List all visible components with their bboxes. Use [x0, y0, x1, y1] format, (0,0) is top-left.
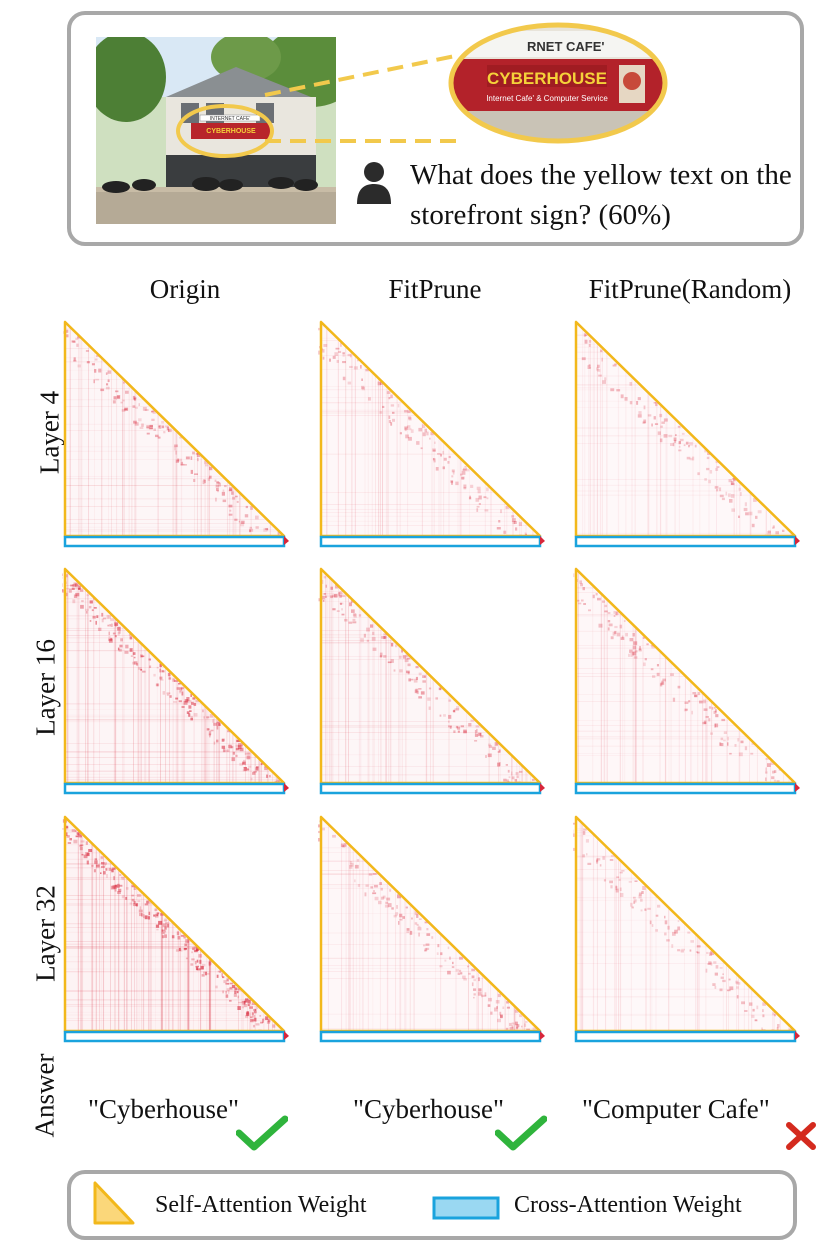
answer-fitprune-random: "Computer Cafe": [582, 1094, 770, 1124]
zoom-top-text: RNET CAFE': [527, 39, 604, 54]
column-header-fitprune: FitPrune: [388, 274, 482, 304]
column-header-fitprune-random: FitPrune(Random): [588, 274, 792, 304]
check-icon: [236, 1115, 288, 1151]
self-attention-legend-label: Self-Attention Weight: [155, 1192, 367, 1218]
attention-map-layer32-fitprune-random: [573, 815, 800, 1043]
column-header-origin: Origin: [149, 274, 221, 304]
attention-map-layer32-fitprune: [318, 815, 545, 1043]
attention-map-layer16-fitprune: [318, 567, 545, 795]
sign-main-text: CYBERHOUSE: [206, 128, 256, 135]
user-icon: [357, 162, 391, 204]
zoom-main-text: CYBERHOUSE: [487, 69, 607, 88]
attention-map-layer4-origin: [63, 320, 289, 548]
attention-map-layer16-origin: [62, 567, 289, 795]
self-attention-legend-icon: [93, 1181, 135, 1225]
check-icon: [495, 1115, 547, 1151]
attention-map-layer32-origin: [62, 815, 289, 1043]
cross-attention-legend-icon: [432, 1196, 500, 1220]
storefront-photo: INTERNET CAFE' CYBERHOUSE: [96, 37, 336, 224]
cross-icon: [786, 1122, 816, 1150]
answer-fitprune: "Cyberhouse": [353, 1094, 505, 1124]
legend-panel: [67, 1170, 797, 1240]
attention-map-layer4-fitprune: [318, 320, 545, 548]
zoom-connector: [264, 53, 461, 143]
zoom-sub-text: Internet Cafe' & Computer Service: [486, 94, 608, 103]
attention-map-layer4-fitprune-random: [574, 320, 800, 548]
answer-origin: "Cyberhouse": [88, 1094, 240, 1124]
question-text: What does the yellow text on the storefr…: [410, 159, 792, 231]
cross-attention-legend-label: Cross-Attention Weight: [514, 1192, 742, 1218]
zoomed-sign: RNET CAFE' CYBERHOUSE Internet Cafe' & C…: [448, 22, 668, 144]
attention-map-layer16-fitprune-random: [573, 567, 800, 795]
sign-top-text: INTERNET CAFE': [210, 116, 251, 122]
